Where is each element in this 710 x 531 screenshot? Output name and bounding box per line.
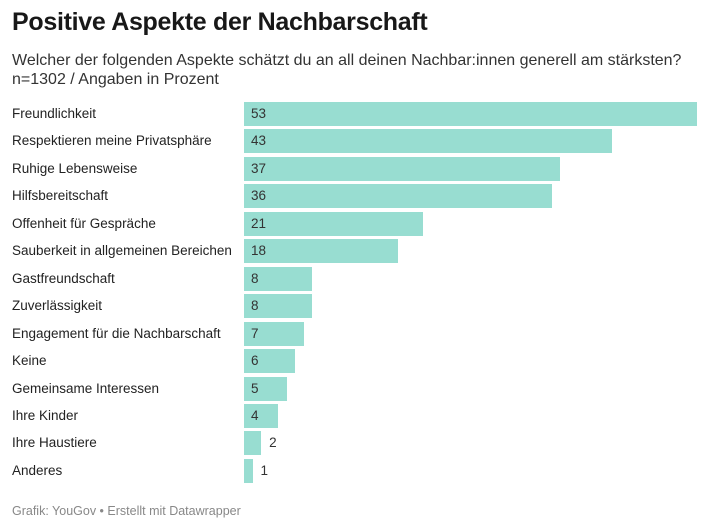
category-label: Anderes (12, 462, 63, 478)
category-label: Zuverlässigkeit (12, 298, 103, 314)
value-label: 7 (251, 325, 259, 341)
chart-note: n=1302 / Angaben in Prozent (12, 71, 219, 88)
value-label: 43 (251, 133, 267, 149)
category-label: Ihre Haustiere (12, 435, 97, 451)
value-label: 1 (260, 462, 269, 478)
chart-footer: Grafik: YouGov • Erstellt mit Datawrappe… (12, 504, 241, 518)
category-label: Hilfsbereitschaft (12, 188, 109, 204)
value-label: 5 (251, 380, 259, 396)
bar (244, 266, 313, 291)
value-label: 2 (269, 435, 277, 451)
value-label: 21 (251, 215, 267, 231)
chart-subtitle: Welcher der folgenden Aspekte schätzt du… (12, 52, 682, 69)
category-label: Respektieren meine Privatsphäre (12, 133, 212, 149)
category-label: Gastfreundschaft (12, 270, 115, 286)
bar (244, 156, 561, 181)
value-label: 6 (251, 353, 259, 369)
value-label: 36 (251, 188, 267, 204)
chart-title: Positive Aspekte der Nachbarschaft (12, 8, 428, 36)
bar (244, 403, 279, 428)
category-label: Freundlichkeit (12, 106, 97, 121)
bar (244, 239, 398, 264)
category-label: Keine (12, 353, 47, 369)
bar (244, 458, 253, 483)
bar (244, 321, 304, 346)
bar (244, 102, 697, 126)
bar (244, 294, 313, 319)
category-label: Engagement für die Nachbarschaft (12, 325, 221, 341)
value-label: 8 (251, 298, 259, 314)
bar (244, 376, 287, 401)
value-label: 37 (251, 160, 267, 176)
category-label: Ihre Kinder (12, 407, 79, 423)
category-label: Sauberkeit in allgemeinen Bereichen (12, 243, 232, 259)
value-label: 53 (251, 106, 267, 121)
bar (244, 211, 424, 236)
category-label: Ruhige Lebensweise (12, 160, 138, 176)
category-label: Gemeinsame Interessen (12, 380, 160, 396)
bar (244, 129, 612, 154)
value-label: 18 (251, 243, 267, 259)
value-label: 8 (251, 270, 259, 286)
bar (244, 431, 262, 456)
bar (244, 184, 552, 209)
value-label: 4 (251, 407, 259, 423)
bar (244, 349, 296, 374)
category-label: Offenheit für Gespräche (12, 215, 156, 231)
